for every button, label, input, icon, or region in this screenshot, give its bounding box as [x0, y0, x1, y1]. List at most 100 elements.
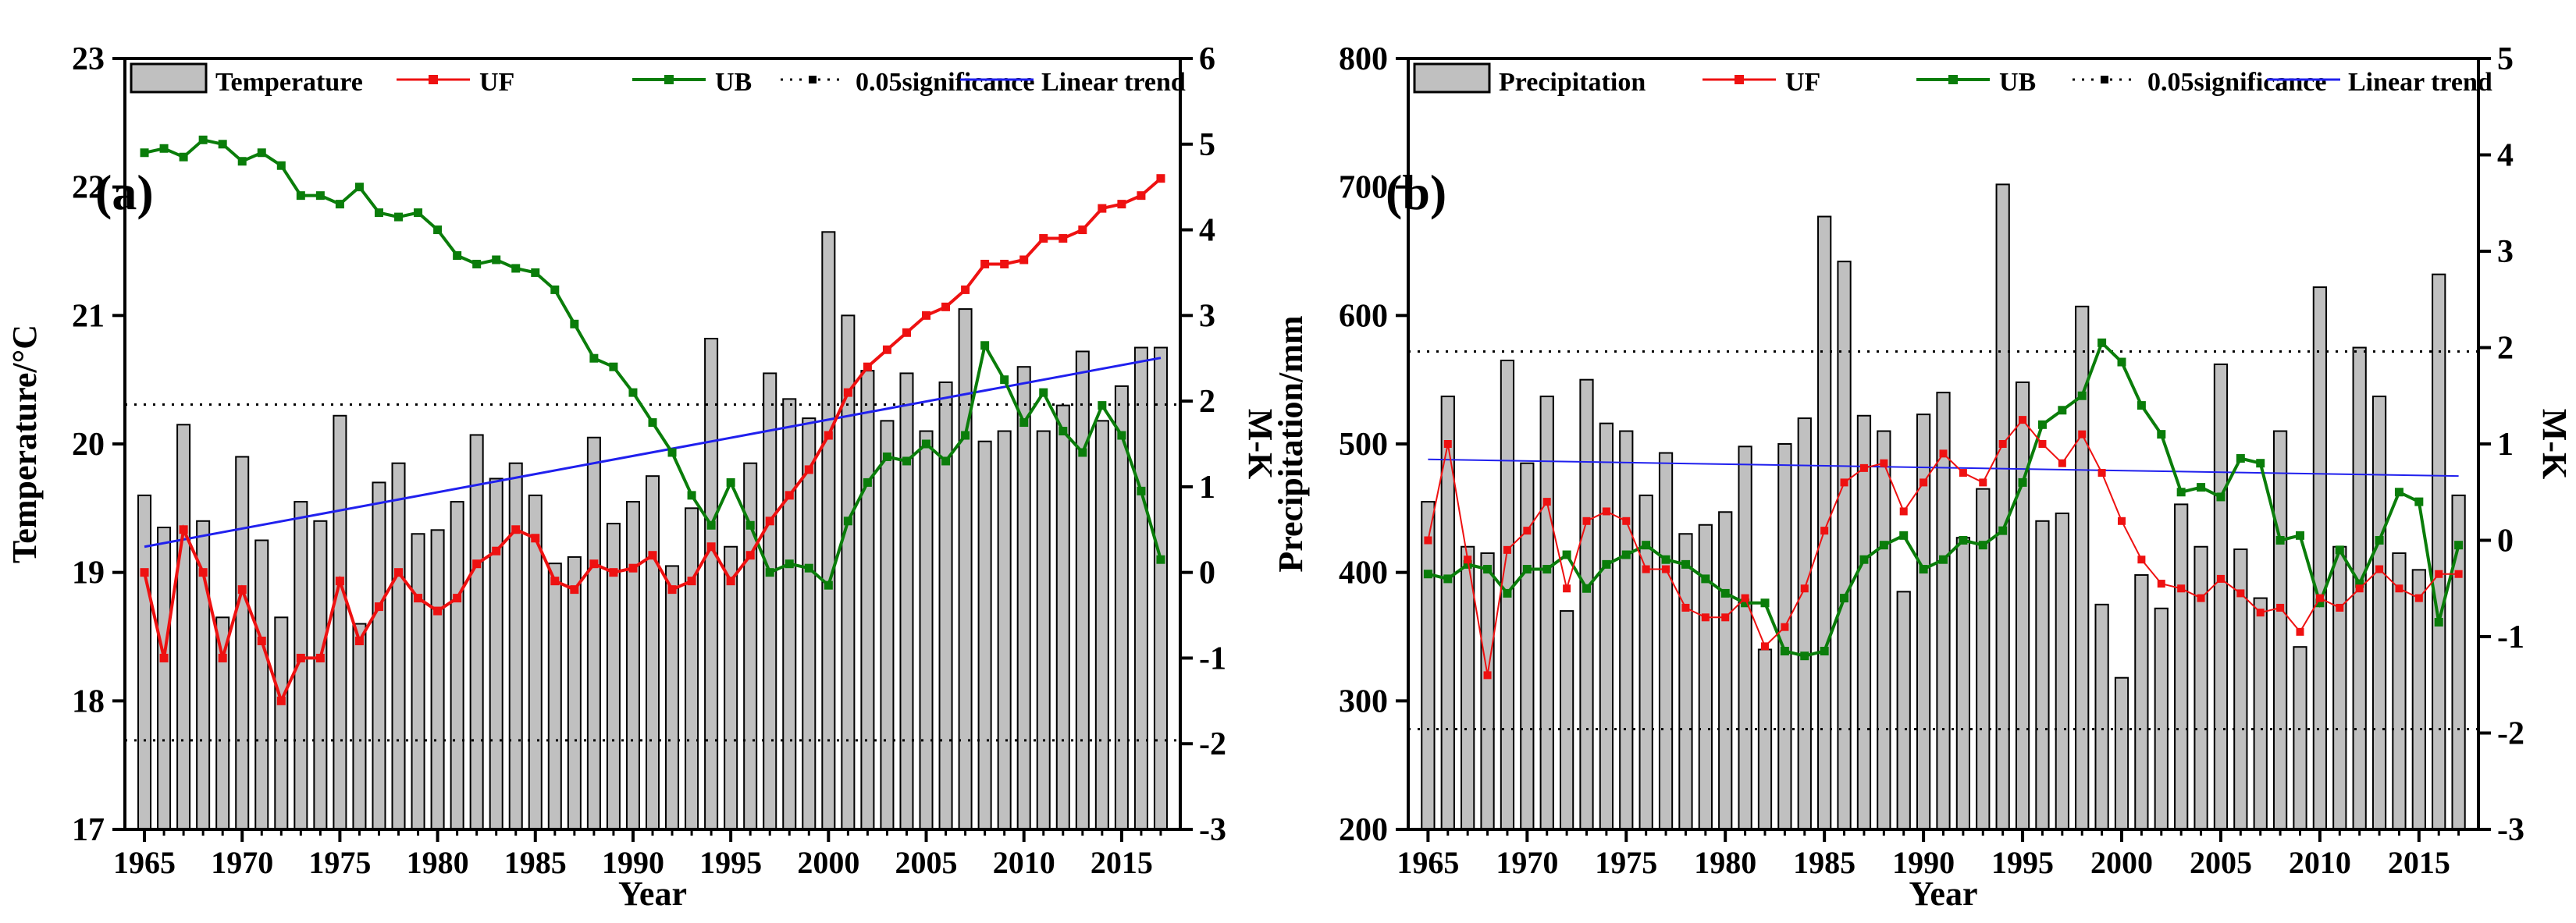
bar-1980: [1718, 511, 1733, 830]
uf-point-1994: [706, 542, 716, 552]
ub-point-2000: [2117, 357, 2126, 367]
bar-1988: [1877, 430, 1891, 830]
bar-1965: [1421, 501, 1436, 830]
uf-point-2015: [2414, 594, 2423, 602]
y-tick-label: 20: [72, 427, 105, 463]
bar-1995: [2015, 381, 2030, 830]
legend-uf-label: UF: [1785, 68, 1820, 97]
bar-1990: [625, 501, 640, 830]
bar-1975: [1619, 430, 1634, 830]
y-tick-label: 21: [72, 298, 105, 334]
bar-1996: [2035, 520, 2050, 830]
uf-point-1983: [492, 546, 501, 556]
x-tick-label: 2010: [993, 845, 1055, 880]
bar-1981: [1738, 446, 1752, 830]
ub-point-2006: [2236, 454, 2245, 463]
ub-point-1983: [1780, 647, 1789, 656]
legend-trend-label: Linear trend: [1041, 68, 1186, 97]
bar-2003: [880, 420, 895, 830]
uf-point-1968: [198, 568, 208, 577]
y2-axis-label: M-K: [2535, 409, 2574, 479]
x-axis-label: Year: [618, 875, 687, 913]
y-tick-label: 23: [72, 41, 105, 77]
uf-point-1996: [2038, 440, 2047, 448]
bar-2013: [1075, 350, 1090, 830]
bar-1972: [1559, 610, 1574, 830]
bar-1999: [2094, 603, 2109, 830]
uf-point-2008: [2276, 603, 2285, 612]
bar-1970: [235, 456, 250, 830]
y2-tick-label: 3: [1199, 298, 1215, 334]
panel-label: (b): [1386, 165, 1446, 220]
bar-1970: [1520, 462, 1535, 830]
bar-1978: [1678, 533, 1693, 830]
x-tick-label: 2000: [2090, 845, 2153, 880]
ub-point-1995: [2018, 477, 2027, 487]
ub-point-1969: [218, 140, 227, 149]
x-tick-label: 1975: [308, 845, 371, 880]
bar-1982: [1757, 648, 1773, 831]
y-tick-label: 17: [72, 812, 105, 848]
bar-2013: [2371, 396, 2387, 831]
ub-point-2017: [2454, 541, 2464, 550]
legend-bars-swatch: [130, 62, 208, 94]
bar-2016: [1133, 346, 1148, 830]
uf-point-1972: [276, 696, 286, 705]
bar-2010: [2312, 286, 2328, 830]
bar-1974: [313, 520, 328, 830]
ub-point-2007: [961, 431, 970, 440]
ub-point-1993: [1978, 541, 1987, 550]
ub-point-1972: [276, 161, 286, 170]
uf-point-2015: [1117, 200, 1126, 209]
bar-2014: [1094, 420, 1109, 830]
uf-point-2005: [922, 311, 931, 320]
uf-point-1976: [1642, 565, 1650, 573]
ub-point-2005: [922, 439, 931, 449]
x-axis-label: Year: [1909, 875, 1978, 913]
ub-point-1980: [1720, 588, 1730, 598]
bar-2014: [2392, 552, 2407, 830]
ub-point-2005: [2216, 492, 2226, 502]
uf-point-2016: [1137, 191, 1146, 201]
ub-point-1979: [1701, 574, 1710, 584]
ub-point-1970: [1522, 565, 1532, 574]
bar-2009: [997, 430, 1012, 830]
ub-point-1981: [453, 250, 462, 260]
ub-point-1991: [1939, 555, 1948, 564]
ub-point-2012: [2355, 579, 2364, 588]
ub-point-2002: [863, 477, 872, 487]
x-tick-label: 2010: [2289, 845, 2351, 880]
uf-point-1988: [1880, 459, 1888, 467]
bar-1987: [1856, 414, 1872, 830]
x-tick-label: 1980: [1694, 845, 1756, 880]
bar-1966: [1440, 396, 1455, 831]
y-axis-label: Temperature/°C: [5, 325, 44, 563]
ub-point-2003: [882, 452, 891, 461]
ub-point-1990: [628, 388, 638, 397]
y2-tick-label: -2: [2497, 716, 2524, 752]
uf-point-2012: [1059, 234, 1068, 243]
y2-tick-label: 0: [2497, 524, 2514, 559]
ub-point-2008: [980, 341, 990, 350]
ub-point-2016: [2434, 617, 2443, 627]
bar-1981: [450, 501, 464, 830]
x-tick-label: 1975: [1595, 845, 1657, 880]
ub-point-1967: [1463, 559, 1472, 569]
ub-point-2006: [941, 456, 951, 466]
uf-point-2001: [2137, 556, 2146, 564]
uf-point-1999: [2097, 469, 2106, 477]
bar-2005: [2213, 363, 2229, 830]
bar-1975: [333, 414, 347, 830]
x-tick-label: 1965: [113, 845, 176, 880]
ub-point-1984: [1800, 651, 1809, 661]
uf-point-1985: [1820, 527, 1829, 535]
x-tick-label: 2005: [895, 845, 958, 880]
uf-point-2005: [2216, 574, 2225, 583]
bar-1968: [196, 520, 211, 830]
ub-point-2011: [2335, 545, 2344, 555]
legend-ub-marker: [664, 75, 674, 84]
ub-point-1982: [472, 259, 482, 268]
uf-point-1994: [1998, 440, 2007, 448]
uf-point-1972: [1563, 584, 1571, 593]
